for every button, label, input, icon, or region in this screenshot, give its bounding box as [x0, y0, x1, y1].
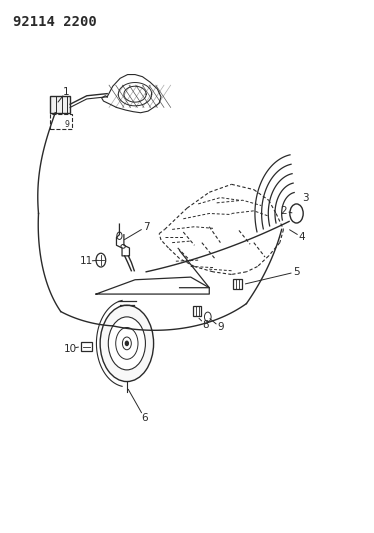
Text: 5: 5 — [293, 267, 300, 277]
Text: 8: 8 — [202, 320, 209, 330]
Text: 9: 9 — [217, 322, 224, 333]
Text: 3: 3 — [303, 192, 309, 203]
Text: 7: 7 — [143, 222, 150, 232]
Text: 11: 11 — [80, 256, 94, 266]
Circle shape — [100, 305, 154, 382]
FancyBboxPatch shape — [50, 96, 70, 113]
Text: 9: 9 — [64, 120, 69, 129]
Circle shape — [117, 232, 122, 239]
Text: 2: 2 — [280, 206, 287, 216]
Text: 6: 6 — [141, 413, 148, 423]
Ellipse shape — [121, 245, 125, 248]
Circle shape — [96, 253, 106, 267]
Text: 1: 1 — [63, 86, 70, 96]
Bar — [233, 279, 242, 289]
Circle shape — [290, 204, 303, 223]
Bar — [81, 342, 92, 351]
Bar — [50, 114, 72, 128]
Text: 10: 10 — [64, 344, 77, 354]
Circle shape — [205, 312, 211, 321]
Text: 4: 4 — [299, 232, 306, 243]
Circle shape — [108, 317, 145, 370]
Bar — [193, 306, 202, 317]
Circle shape — [116, 327, 138, 359]
Circle shape — [125, 341, 128, 345]
Circle shape — [122, 337, 131, 350]
Text: 92114 2200: 92114 2200 — [12, 14, 96, 29]
